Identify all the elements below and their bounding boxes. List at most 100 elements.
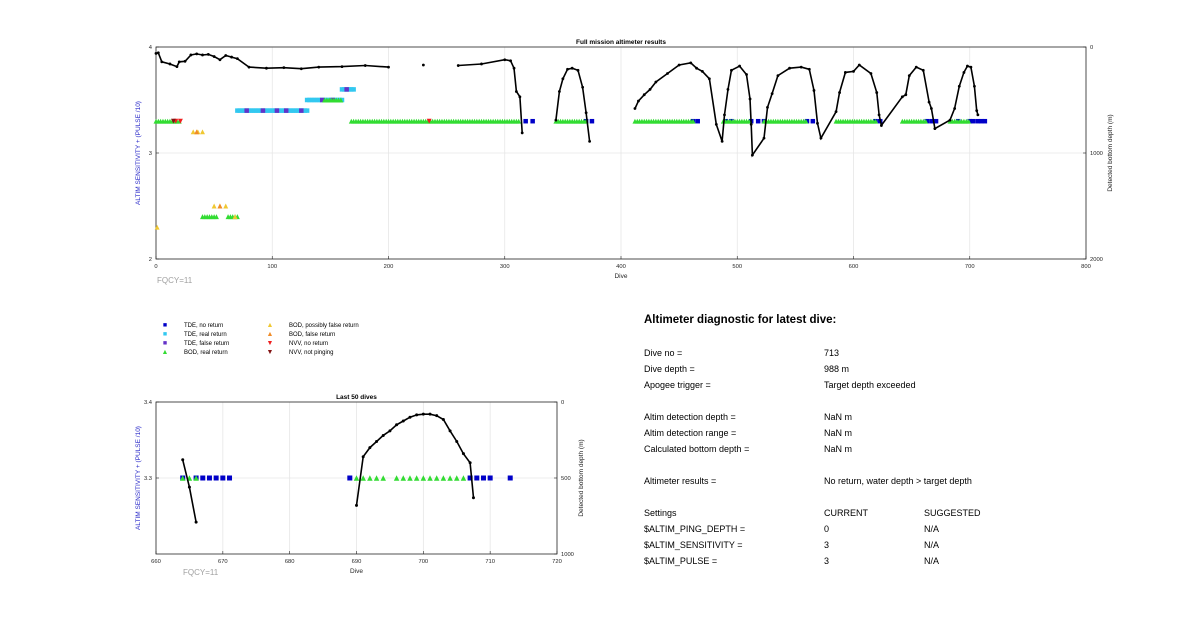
diag-row-settings-header: Settings CURRENT SUGGESTED (644, 508, 981, 518)
legend-item: ▼ NVV, no return (265, 340, 329, 347)
depth-point (720, 139, 724, 143)
depth-point (714, 122, 718, 126)
depth-point (421, 412, 425, 416)
data-point-square (979, 118, 984, 124)
legend-label: NVV, no return (289, 340, 329, 347)
y-tick-label: 3 (149, 151, 152, 157)
data-point-square (302, 108, 308, 113)
data-point-square (235, 108, 240, 113)
chart-title: Last 50 dives (336, 394, 377, 401)
y2-axis-label: Detected bottom depth (m) (578, 439, 585, 516)
diag-label: Settings (644, 508, 677, 518)
data-point-square (272, 108, 277, 113)
data-point-square (975, 118, 981, 124)
legend-label: BOD, false return (289, 331, 336, 338)
depth-point (907, 74, 911, 78)
diag-row-pulse: $ALTIM_PULSE = 3 N/A (644, 556, 939, 566)
depth-point (247, 65, 251, 69)
data-point-triangle (190, 129, 196, 135)
data-point-triangle (353, 475, 360, 481)
data-point-triangle-down (170, 118, 176, 124)
legend-item: ▼ NVV, not pinging (265, 349, 334, 356)
depth-point (766, 106, 769, 109)
data-point-square (274, 108, 280, 113)
data-point-triangle (179, 475, 186, 481)
depth-point (834, 110, 838, 114)
x-tick-label: 100 (267, 264, 277, 270)
depth-point (201, 53, 204, 57)
depth-point (962, 71, 966, 74)
depth-point (933, 127, 937, 131)
x-tick-label: 670 (218, 559, 228, 565)
data-point-square (276, 108, 282, 113)
depth-point (503, 58, 507, 62)
data-point-triangle (873, 118, 879, 124)
diag-row-apogee: Apogee trigger = Target depth exceeded (644, 380, 916, 390)
data-point-square (220, 475, 226, 481)
depth-point (921, 68, 925, 72)
depth-point (195, 52, 199, 56)
depth-point (421, 63, 425, 67)
depth-point (976, 113, 980, 117)
legend-item: ▲ BOD, real return (160, 349, 228, 356)
data-point-triangle (194, 129, 200, 135)
diag-suggested: SUGGESTED (924, 508, 981, 518)
data-point-triangle (413, 475, 420, 481)
x-tick-label: 600 (849, 264, 859, 270)
depth-point (554, 118, 558, 122)
chart-title: Full mission altimeter results (576, 39, 666, 46)
depth-point (387, 65, 390, 69)
depth-point (588, 139, 592, 143)
depth-point (156, 51, 160, 55)
data-point-square (319, 97, 325, 103)
diag-row-detection-depth: Altim detection depth = NaN m (644, 412, 852, 422)
x-tick-label: 800 (1081, 264, 1091, 270)
diag-label: Dive no = (644, 348, 683, 358)
data-point-triangle (440, 475, 447, 481)
depth-point (428, 412, 432, 416)
y2-tick-label: 0 (561, 400, 564, 406)
y2-tick-label: 500 (561, 476, 571, 482)
depth-point (455, 440, 459, 444)
diag-label: $ALTIM_SENSITIVITY = (644, 540, 743, 550)
series-nvv-not-pinging (170, 118, 176, 124)
data-point-square (929, 118, 934, 124)
depth-point (461, 452, 465, 456)
data-point-square (309, 97, 315, 103)
chart-full-mission: 0 100 200 300 400 500 600 700 800 2 3 4 0 1000 2000 Ful… (135, 39, 1114, 280)
data-point-square (299, 108, 304, 113)
data-point-triangle-down (426, 118, 432, 124)
y-tick-label: 2 (149, 257, 152, 263)
data-point-triangle (367, 475, 373, 481)
diag-label: Dive depth = (644, 364, 695, 374)
data-point-square (246, 108, 252, 113)
diag-row-dive-no: Dive no = 713 (644, 348, 839, 358)
depth-point (723, 113, 726, 117)
depth-point (415, 413, 419, 417)
diag-value: NaN m (824, 412, 853, 422)
x-tick-label: 710 (485, 559, 495, 565)
diag-row-ping-depth: $ALTIM_PING_DEPTH = 0 N/A (644, 524, 939, 534)
depth-point (648, 88, 652, 91)
data-point-square (307, 97, 312, 103)
y-tick-label: 3.3 (144, 476, 152, 482)
depth-point (181, 458, 185, 462)
depth-point (282, 66, 286, 70)
legend-label: BOD, possibly false return (289, 322, 359, 329)
depth-point (368, 446, 372, 450)
depth-point (468, 461, 472, 465)
depth-point (695, 66, 698, 70)
depth-point (799, 65, 803, 69)
depth-point (212, 55, 216, 58)
y2-tick-label: 1000 (561, 552, 574, 558)
depth-point (730, 68, 733, 72)
data-point-square (342, 87, 347, 92)
x-tick-label: 200 (384, 264, 394, 270)
depth-point (966, 64, 969, 68)
depth-point (520, 131, 524, 135)
y-tick-label: 3.4 (144, 400, 153, 406)
data-point-triangle (360, 475, 366, 481)
depth-point (355, 503, 358, 507)
depth-point (375, 440, 379, 444)
data-point-square (293, 108, 298, 113)
